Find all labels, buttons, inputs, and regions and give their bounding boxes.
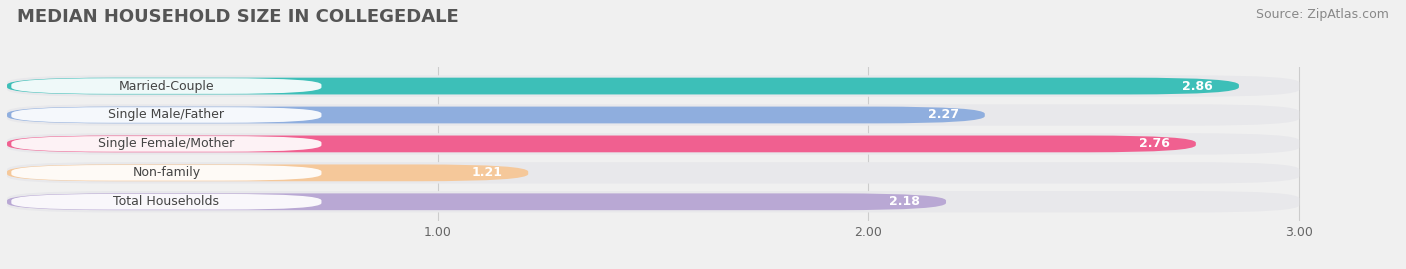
Text: Single Male/Father: Single Male/Father (108, 108, 225, 122)
FancyBboxPatch shape (7, 191, 1299, 213)
Text: Total Households: Total Households (114, 195, 219, 208)
Text: Source: ZipAtlas.com: Source: ZipAtlas.com (1256, 8, 1389, 21)
Text: 2.86: 2.86 (1182, 80, 1213, 93)
FancyBboxPatch shape (11, 194, 322, 210)
FancyBboxPatch shape (11, 107, 322, 123)
FancyBboxPatch shape (7, 78, 1239, 94)
FancyBboxPatch shape (7, 133, 1299, 155)
Text: 2.18: 2.18 (890, 195, 920, 208)
Text: Non-family: Non-family (132, 166, 201, 179)
FancyBboxPatch shape (7, 75, 1299, 97)
FancyBboxPatch shape (11, 165, 322, 181)
Text: Single Female/Mother: Single Female/Mother (98, 137, 235, 150)
Text: 2.27: 2.27 (928, 108, 959, 122)
Text: 1.21: 1.21 (471, 166, 502, 179)
FancyBboxPatch shape (7, 107, 984, 123)
Text: Married-Couple: Married-Couple (118, 80, 214, 93)
FancyBboxPatch shape (11, 136, 322, 152)
FancyBboxPatch shape (7, 164, 529, 181)
FancyBboxPatch shape (7, 136, 1197, 152)
FancyBboxPatch shape (11, 78, 322, 94)
Text: 2.76: 2.76 (1139, 137, 1170, 150)
FancyBboxPatch shape (7, 193, 946, 210)
FancyBboxPatch shape (7, 104, 1299, 126)
Text: MEDIAN HOUSEHOLD SIZE IN COLLEGEDALE: MEDIAN HOUSEHOLD SIZE IN COLLEGEDALE (17, 8, 458, 26)
FancyBboxPatch shape (7, 162, 1299, 183)
